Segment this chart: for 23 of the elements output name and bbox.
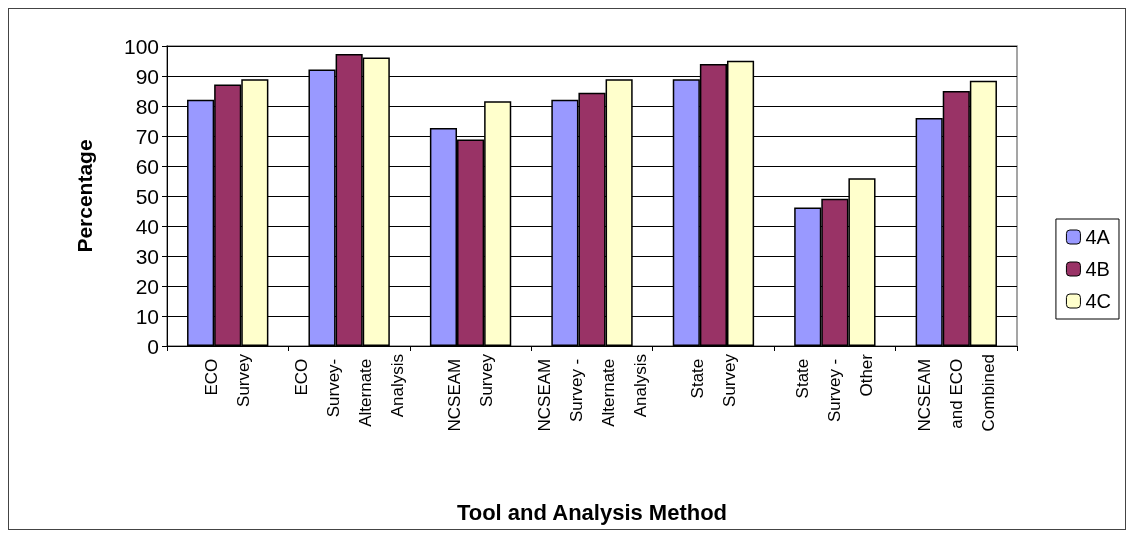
legend-label: 4A [1085,226,1111,248]
y-tick-label: 30 [135,244,159,268]
y-tick-label: 100 [123,34,159,58]
x-tick-label: NCSEAM Survey - Alternate Analysis [534,354,650,432]
x-tick-label: NCSEAM Survey [445,353,497,432]
y-tick-label: 10 [135,304,159,328]
x-tick-label: State Survey [687,353,739,407]
y-tick-label: 70 [135,124,159,148]
x-tick-label: State Survey - Other [793,353,877,423]
y-tick-label: 40 [135,214,159,238]
y-axis-title: Percentage [73,139,96,253]
x-tick-label: ECO Survey [202,353,254,407]
y-tick-label: 0 [147,334,159,358]
y-tick-label: 60 [135,154,159,178]
y-tick-label: 90 [135,64,159,88]
x-tick-label: ECO Survey- Alternate Analysis [291,354,407,427]
y-tick-label: 50 [135,184,159,208]
x-axis-title: Tool and Analysis Method [456,499,728,525]
x-tick-label: NCSEAM and ECO Combined [914,354,998,432]
y-tick-label: 80 [135,94,159,118]
legend-label: 4B [1085,258,1110,280]
y-tick-label: 20 [135,274,159,298]
legend-label: 4C [1085,290,1112,312]
